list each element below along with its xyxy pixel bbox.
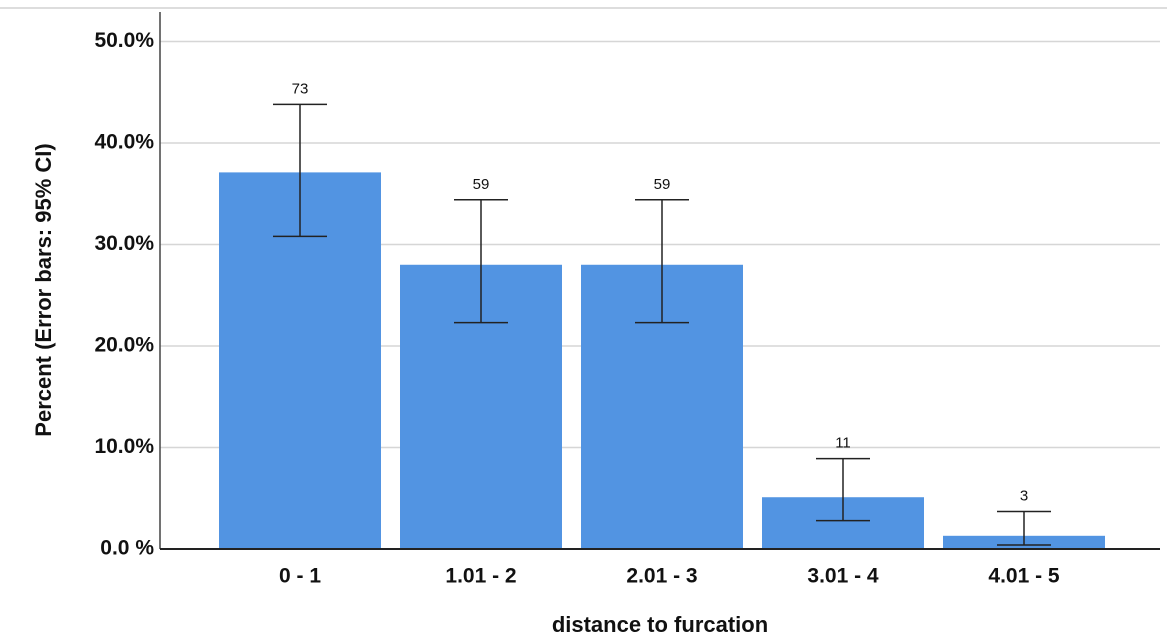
- y-tick-label: 0.0 %: [100, 537, 154, 560]
- y-tick-label: 40.0%: [94, 130, 154, 153]
- count-label: 59: [654, 176, 671, 193]
- y-tick-label: 20.0%: [94, 334, 154, 357]
- y-tick-label: 10.0%: [94, 435, 154, 458]
- y-axis-label: Percent (Error bars: 95% CI): [31, 143, 56, 436]
- count-label: 11: [835, 435, 851, 452]
- x-tick-label: 2.01 - 3: [626, 565, 697, 588]
- x-axis-label: distance to furcation: [552, 612, 768, 637]
- y-tick-label: 30.0%: [94, 232, 154, 255]
- count-label: 73: [292, 80, 309, 97]
- x-tick-label: 0 - 1: [279, 565, 321, 588]
- y-tick-label: 50.0%: [94, 29, 154, 52]
- count-label: 59: [473, 176, 490, 193]
- x-tick-label: 3.01 - 4: [807, 565, 879, 588]
- count-label: 3: [1020, 487, 1028, 504]
- x-tick-label: 1.01 - 2: [445, 565, 516, 588]
- x-tick-label: 4.01 - 5: [988, 565, 1060, 588]
